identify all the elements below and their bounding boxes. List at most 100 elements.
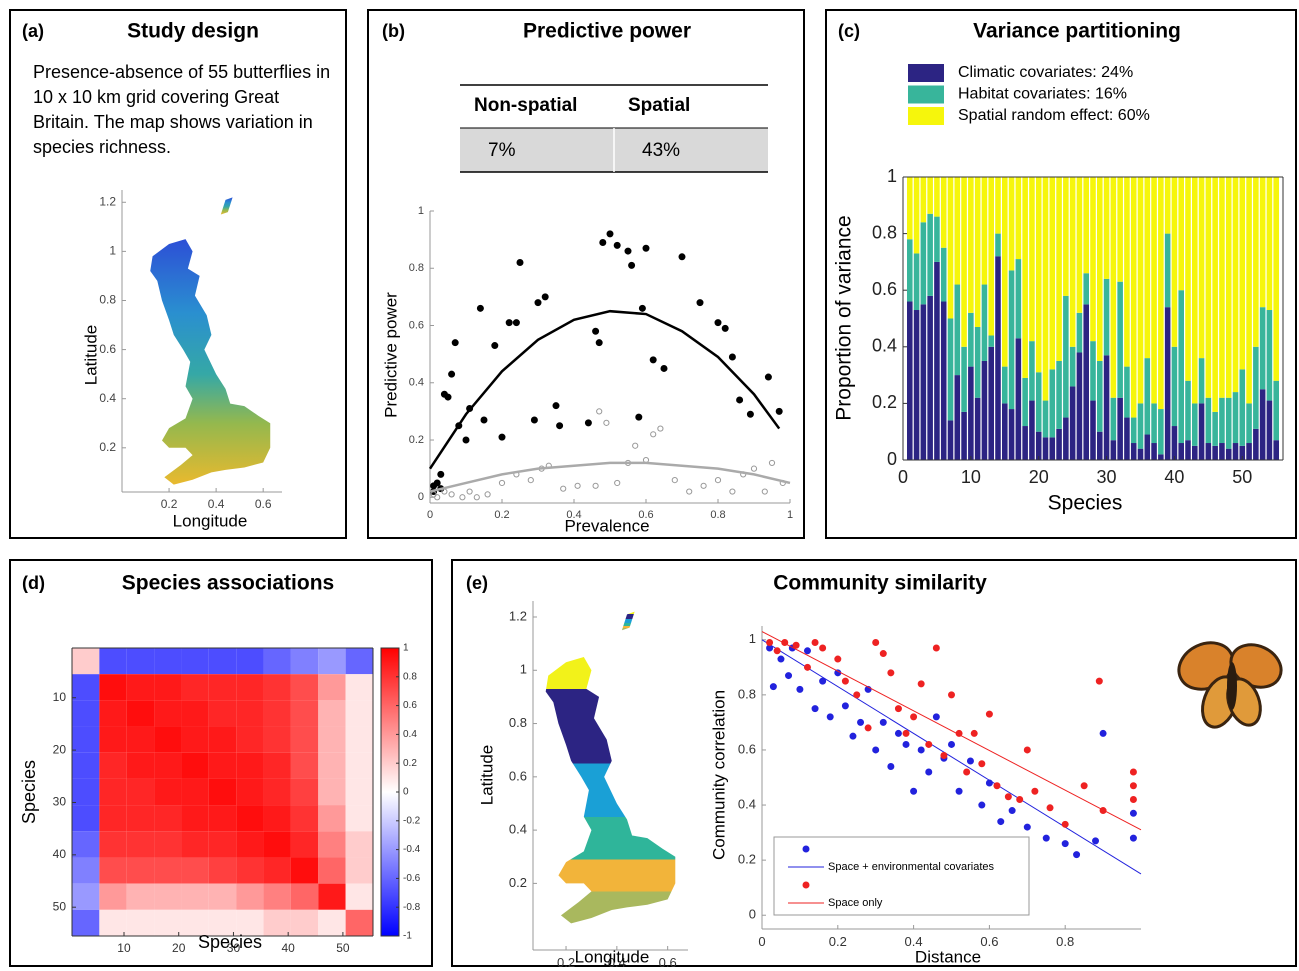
- heat-cell: [345, 857, 373, 884]
- heat-cell: [290, 726, 319, 753]
- y-tick-label: 0.8: [99, 293, 116, 307]
- bar-segment: [1029, 177, 1035, 342]
- point: [530, 416, 538, 424]
- point: [584, 419, 592, 427]
- point: [948, 691, 955, 699]
- point: [660, 364, 668, 372]
- heat-cell: [208, 778, 237, 806]
- map-island: [220, 197, 233, 215]
- heat-cell: [208, 805, 237, 832]
- heat-cell: [208, 674, 237, 701]
- point: [764, 373, 772, 381]
- panel-title: Predictive power: [523, 20, 691, 43]
- point: [1046, 804, 1054, 812]
- legend-marker: [802, 845, 810, 853]
- bar-segment: [1117, 397, 1123, 460]
- heat-cell: [154, 648, 182, 675]
- heat-cell: [99, 857, 127, 884]
- point: [1073, 851, 1081, 859]
- bar-segment: [947, 420, 954, 460]
- bar-segment: [1212, 445, 1218, 460]
- bar-segment: [1137, 448, 1144, 460]
- point: [696, 299, 704, 307]
- point: [606, 230, 614, 238]
- point: [736, 396, 744, 404]
- bar-segment: [1063, 177, 1069, 296]
- point: [462, 436, 470, 444]
- heat-cell: [345, 752, 373, 779]
- x-tick-label: 0.2: [829, 934, 847, 949]
- bar-segment: [1103, 355, 1110, 460]
- heat-cell: [72, 648, 100, 675]
- bar-segment: [1008, 270, 1015, 410]
- point: [534, 299, 542, 307]
- bar-segment: [1219, 397, 1225, 444]
- heat-cell: [236, 700, 264, 727]
- point: [993, 782, 1001, 790]
- point: [592, 327, 600, 335]
- bar-segment: [1273, 380, 1279, 441]
- heat-cell: [318, 752, 346, 779]
- heat-cell: [345, 726, 373, 753]
- bar-segment: [968, 177, 974, 313]
- x-tick-label: 0: [758, 934, 765, 949]
- bar-segment: [1259, 307, 1266, 390]
- y-tick-label: 0.8: [409, 262, 424, 274]
- heat-cell: [99, 909, 127, 936]
- bar-segment: [1253, 346, 1259, 429]
- legend-label: Spatial random effect: 60%: [958, 107, 1150, 124]
- heat-cell: [263, 857, 291, 884]
- point: [678, 253, 686, 261]
- point: [811, 639, 819, 647]
- fit-curve: [429, 461, 791, 493]
- heat-cell: [263, 752, 291, 779]
- point: [1016, 796, 1024, 804]
- heat-cell: [181, 883, 209, 910]
- bar-segment: [934, 261, 940, 460]
- heat-cell: [126, 857, 155, 884]
- heat-cell: [263, 778, 291, 806]
- point: [686, 488, 693, 495]
- bar-segment: [913, 310, 920, 460]
- point: [1023, 823, 1031, 831]
- bar-segment: [1002, 366, 1008, 404]
- heat-cell: [126, 883, 155, 910]
- bar-segment: [1225, 397, 1232, 449]
- heat-cell: [263, 726, 291, 753]
- bar-segment: [927, 213, 933, 296]
- heat-cell: [99, 700, 127, 727]
- bar-segment: [954, 375, 961, 460]
- heat-cell: [236, 857, 264, 884]
- point: [599, 238, 607, 246]
- heat-cell: [154, 752, 182, 779]
- colorbar-label: 0.6: [403, 700, 417, 711]
- point: [444, 393, 452, 401]
- heat-cell: [263, 805, 291, 832]
- bar-segment: [1110, 397, 1117, 441]
- bar-segment: [1063, 295, 1069, 418]
- point: [803, 647, 811, 655]
- bar-segment: [1225, 448, 1232, 460]
- legend-swatch: [908, 64, 944, 82]
- point: [1129, 782, 1137, 790]
- y-tick-label: 1: [418, 205, 424, 217]
- point: [887, 669, 895, 677]
- bar-segment: [1110, 440, 1117, 460]
- y-tick-label: 0.2: [872, 392, 897, 412]
- point: [849, 732, 857, 740]
- point: [512, 319, 520, 327]
- point: [841, 702, 849, 710]
- x-axis-label: Species: [1048, 492, 1123, 515]
- bar-segment: [1178, 177, 1184, 291]
- y-axis-label: Community correlation: [709, 690, 728, 860]
- point: [592, 482, 599, 489]
- y-tick-label: 1: [109, 244, 116, 258]
- bar-segment: [1232, 392, 1239, 444]
- bar-segment: [988, 346, 994, 460]
- bar-segment: [1259, 177, 1266, 308]
- bar-segment: [1008, 177, 1015, 271]
- heat-cell: [345, 778, 373, 806]
- y-tick-label: 20: [53, 742, 67, 756]
- heat-cell: [236, 752, 264, 779]
- bar-segment: [1185, 177, 1191, 381]
